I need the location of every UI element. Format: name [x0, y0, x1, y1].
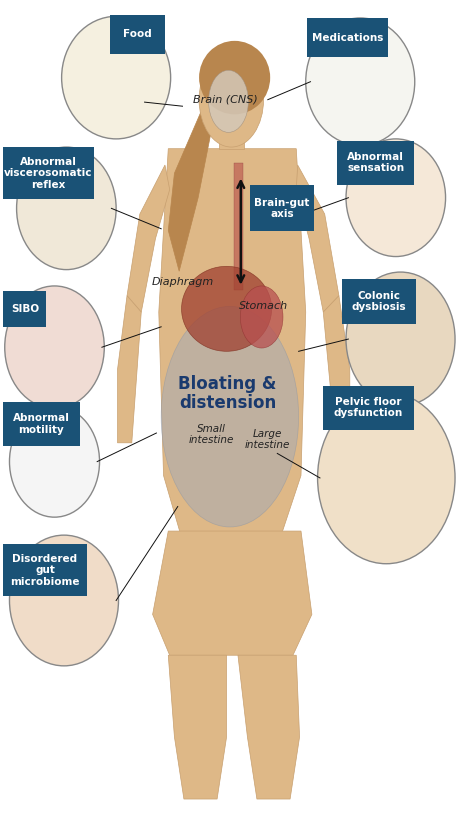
Text: Abnormal
sensation: Abnormal sensation [347, 152, 404, 173]
Text: Abnormal
motility: Abnormal motility [13, 413, 70, 435]
Text: Disordered
gut
microbiome: Disordered gut microbiome [10, 554, 80, 587]
Text: Stomach: Stomach [238, 301, 288, 311]
Ellipse shape [209, 70, 248, 132]
FancyBboxPatch shape [3, 402, 80, 446]
Ellipse shape [346, 139, 446, 257]
Polygon shape [238, 655, 300, 799]
Ellipse shape [199, 41, 270, 114]
Polygon shape [153, 531, 312, 655]
Polygon shape [159, 149, 306, 533]
Ellipse shape [318, 392, 455, 564]
Ellipse shape [9, 406, 100, 517]
Text: SIBO: SIBO [11, 304, 39, 314]
Polygon shape [127, 165, 170, 312]
Polygon shape [296, 165, 339, 312]
Text: Bloating &
distension: Bloating & distension [178, 375, 277, 413]
FancyBboxPatch shape [110, 15, 165, 54]
Ellipse shape [9, 535, 119, 666]
Ellipse shape [240, 286, 283, 348]
Text: Diaphragm: Diaphragm [151, 277, 214, 287]
FancyBboxPatch shape [3, 147, 94, 199]
FancyBboxPatch shape [337, 141, 414, 185]
Ellipse shape [62, 16, 171, 139]
Ellipse shape [306, 18, 415, 145]
Ellipse shape [17, 147, 116, 270]
FancyBboxPatch shape [250, 185, 314, 231]
Text: Brain (CNS): Brain (CNS) [193, 95, 257, 105]
Polygon shape [323, 296, 350, 443]
Text: Colonic
dysbiosis: Colonic dysbiosis [352, 291, 407, 312]
FancyBboxPatch shape [307, 18, 388, 57]
Ellipse shape [199, 52, 264, 147]
Text: Pelvic floor
dysfunction: Pelvic floor dysfunction [334, 397, 403, 418]
FancyBboxPatch shape [3, 544, 87, 596]
Text: Small
intestine: Small intestine [188, 424, 234, 445]
FancyBboxPatch shape [323, 386, 414, 430]
Text: Brain-gut
axis: Brain-gut axis [255, 198, 310, 219]
FancyBboxPatch shape [342, 279, 416, 324]
FancyBboxPatch shape [3, 291, 46, 327]
Polygon shape [168, 655, 227, 799]
Ellipse shape [182, 266, 272, 351]
Text: Abnormal
viscerosomatic
reflex: Abnormal viscerosomatic reflex [4, 157, 93, 190]
Ellipse shape [346, 272, 455, 406]
Text: Medications: Medications [311, 33, 383, 42]
Polygon shape [118, 296, 141, 443]
Text: Large
intestine: Large intestine [245, 429, 291, 450]
FancyBboxPatch shape [234, 163, 243, 290]
Text: Food: Food [123, 29, 152, 39]
Ellipse shape [5, 286, 104, 408]
Polygon shape [168, 100, 214, 271]
FancyBboxPatch shape [219, 123, 244, 149]
Ellipse shape [161, 306, 299, 527]
